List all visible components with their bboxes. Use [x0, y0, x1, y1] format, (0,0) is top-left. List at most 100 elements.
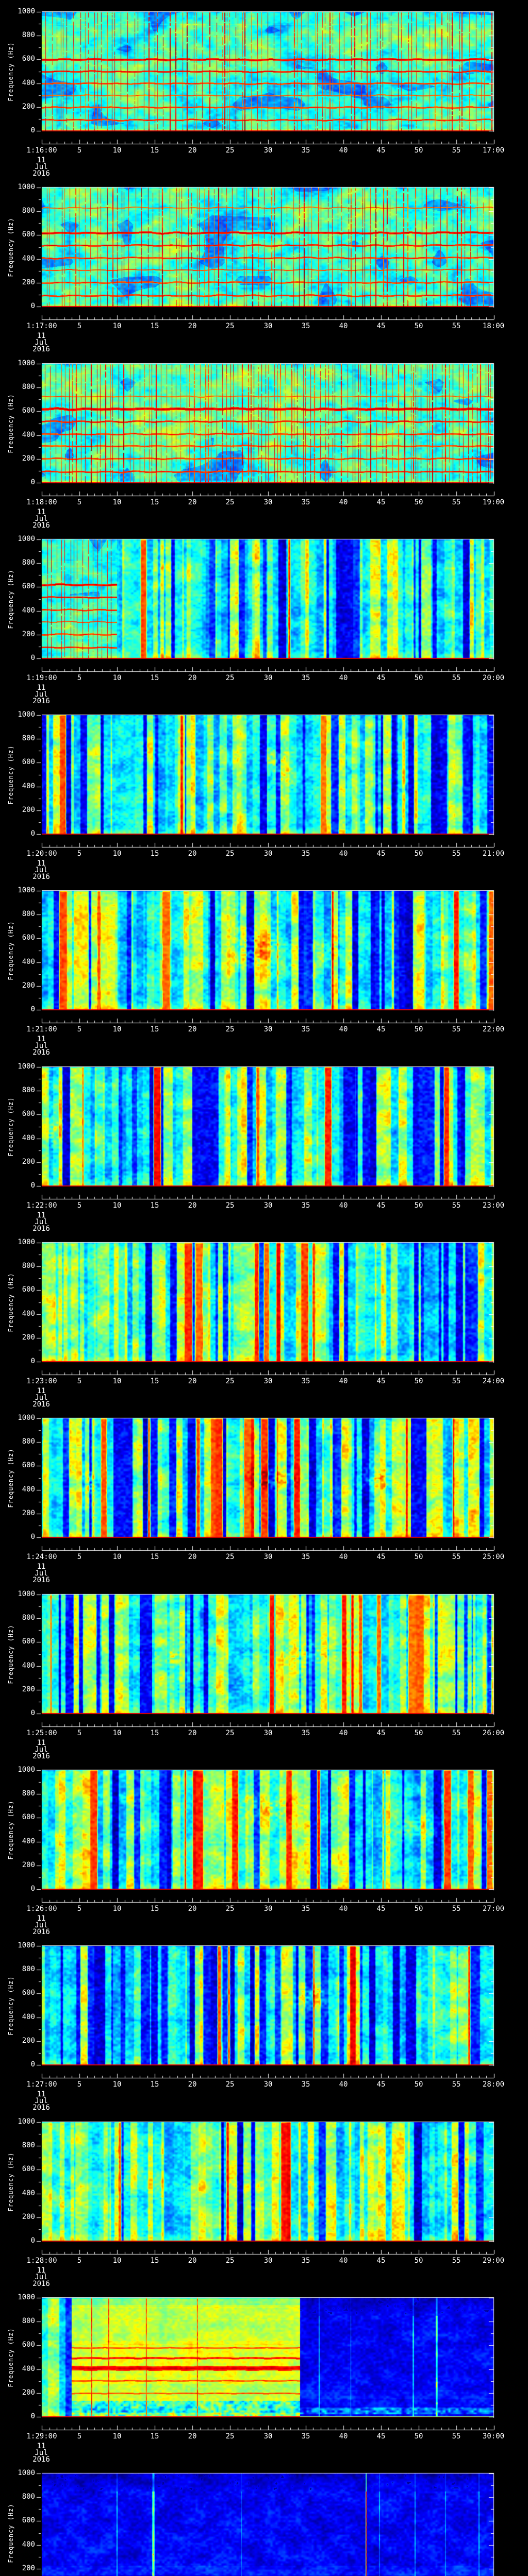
y-tick-label: 0: [30, 126, 35, 134]
x-tick-label: 30: [263, 1553, 273, 1561]
x-tick-label: 45: [376, 2432, 386, 2441]
spectrogram-canvas: [0, 703, 528, 879]
frequency-axis-label: Frequency (Hz): [7, 217, 14, 277]
x-tick-label: 55: [452, 498, 461, 506]
x-tick-label: 10: [112, 1377, 122, 1385]
y-tick-label: 400: [22, 1485, 35, 1494]
spectrogram-panel: Frequency (Hz)020040060080010001:30:0051…: [0, 2462, 528, 2576]
date-line: 11: [37, 1563, 46, 1571]
frequency-axis-label: Frequency (Hz): [7, 42, 14, 101]
date-line: 2016: [32, 2455, 50, 2464]
y-tick-label: 200: [22, 454, 35, 463]
frequency-axis-label: Frequency (Hz): [7, 394, 14, 453]
date-line: Jul: [35, 1042, 48, 1050]
spectrogram-canvas: [0, 0, 528, 176]
y-tick-label: 200: [22, 1685, 35, 1693]
frequency-axis-label: Frequency (Hz): [7, 1273, 14, 1332]
start-time-label: 1:22:00: [26, 1201, 57, 1210]
x-tick-label: 20: [188, 2257, 197, 2265]
start-time-label: 1:16:00: [26, 146, 57, 155]
y-tick-label: 400: [22, 2189, 35, 2197]
x-tick-label: 45: [376, 1377, 386, 1385]
y-tick-label: 200: [22, 1158, 35, 1166]
y-tick-label: 400: [22, 2365, 35, 2373]
date-line: 2016: [32, 697, 50, 705]
x-tick-label: 15: [150, 2432, 159, 2441]
date-line: Jul: [35, 2273, 48, 2281]
x-tick-label: 45: [376, 2257, 386, 2265]
y-tick-label: 800: [22, 383, 35, 391]
x-tick-label: 55: [452, 1553, 461, 1561]
spectrogram-panel: Frequency (Hz) 0 200 400 600 800 1000 1:16:00 5 1…: [0, 0, 528, 177]
end-time-label: 25:00: [482, 1553, 505, 1561]
x-tick-label: 30: [263, 1729, 273, 1737]
spectrogram-canvas: [0, 352, 528, 528]
x-tick-label: 20: [188, 1905, 197, 1913]
x-tick-label: 25: [225, 674, 235, 682]
end-time-label: 17:00: [482, 146, 505, 155]
x-tick-label: 45: [376, 1025, 386, 1033]
date-line: 2016: [32, 345, 50, 353]
y-tick-label: 600: [22, 2341, 35, 2349]
x-tick-label: 25: [225, 1025, 235, 1033]
x-tick-label: 5: [77, 674, 82, 682]
x-tick-label: 40: [339, 850, 348, 858]
y-tick-label: 1000: [18, 1238, 35, 1246]
y-tick-label: 600: [22, 758, 35, 766]
y-tick-label: 1000: [18, 710, 35, 719]
spectrogram-panel: Frequency (Hz) 0 200 400 600 800 1000 1:24:00 5 1…: [0, 1406, 528, 1584]
y-tick-label: 0: [30, 1885, 35, 1893]
x-tick-label: 25: [225, 1905, 235, 1913]
y-tick-label: 1000: [18, 359, 35, 367]
date-line: 11: [37, 2090, 46, 2098]
date-line: 2016: [32, 1576, 50, 1584]
x-tick-label: 45: [376, 498, 386, 506]
y-tick-label: 200: [22, 2213, 35, 2221]
x-tick-label: 15: [150, 2257, 159, 2265]
y-tick-label: 0: [30, 2412, 35, 2420]
date-line: Jul: [35, 866, 48, 874]
x-tick-label: 50: [414, 1905, 423, 1913]
spectrogram-canvas: [0, 1934, 528, 2110]
y-tick-label: 600: [22, 582, 35, 590]
y-tick-label: 0: [30, 478, 35, 486]
y-tick-label: 400: [22, 1310, 35, 1318]
spectrogram-panel: Frequency (Hz) 0 200 400 600 800 1000 1:17:00 5 1…: [0, 176, 528, 353]
x-tick-label: 45: [376, 1553, 386, 1561]
x-tick-label: 45: [376, 1905, 386, 1913]
x-tick-label: 35: [301, 2432, 310, 2441]
x-tick-label: 35: [301, 1025, 310, 1033]
start-time-label: 1:28:00: [26, 2257, 57, 2265]
x-tick-label: 15: [150, 2080, 159, 2089]
y-tick-label: 1000: [18, 1062, 35, 1071]
spectrogram-panel: Frequency (Hz) 0 200 400 600 800 1000 1:21:00 5 1…: [0, 879, 528, 1056]
start-time-label: 1:24:00: [26, 1553, 57, 1561]
x-tick-label: 35: [301, 2080, 310, 2089]
x-tick-label: 5: [77, 2080, 82, 2089]
y-tick-label: 400: [22, 1662, 35, 1670]
x-tick-label: 35: [301, 1905, 310, 1913]
x-tick-label: 25: [225, 498, 235, 506]
date-line: 2016: [32, 1225, 50, 1233]
end-time-label: 27:00: [482, 1905, 505, 1913]
x-tick-label: 10: [112, 850, 122, 858]
y-tick-label: 400: [22, 431, 35, 439]
date-line: 2016: [32, 873, 50, 881]
start-time-label: 1:18:00: [26, 498, 57, 506]
spectrogram-panel: Frequency (Hz) 0 200 400 600 800 1000 1:25:00 5 1…: [0, 1583, 528, 1760]
y-tick-label: 1000: [18, 7, 35, 15]
frequency-axis-label: Frequency (Hz): [7, 1976, 14, 2036]
frequency-axis-label: Frequency (Hz): [7, 2152, 14, 2212]
x-tick-label: 25: [225, 1553, 235, 1561]
frequency-axis-label: Frequency (Hz): [7, 2503, 14, 2563]
end-time-label: 26:00: [482, 1729, 505, 1737]
spectrogram-panel: Frequency (Hz) 0 200 400 600 800 1000 1:19:00 5 1…: [0, 528, 528, 705]
y-tick-label: 0: [30, 1533, 35, 1541]
date-line: Jul: [35, 2449, 48, 2457]
end-time-label: 24:00: [482, 1377, 505, 1385]
x-tick-label: 15: [150, 1377, 159, 1385]
y-tick-label: 1000: [18, 183, 35, 191]
y-tick-label: 0: [30, 2236, 35, 2245]
x-tick-label: 55: [452, 1905, 461, 1913]
